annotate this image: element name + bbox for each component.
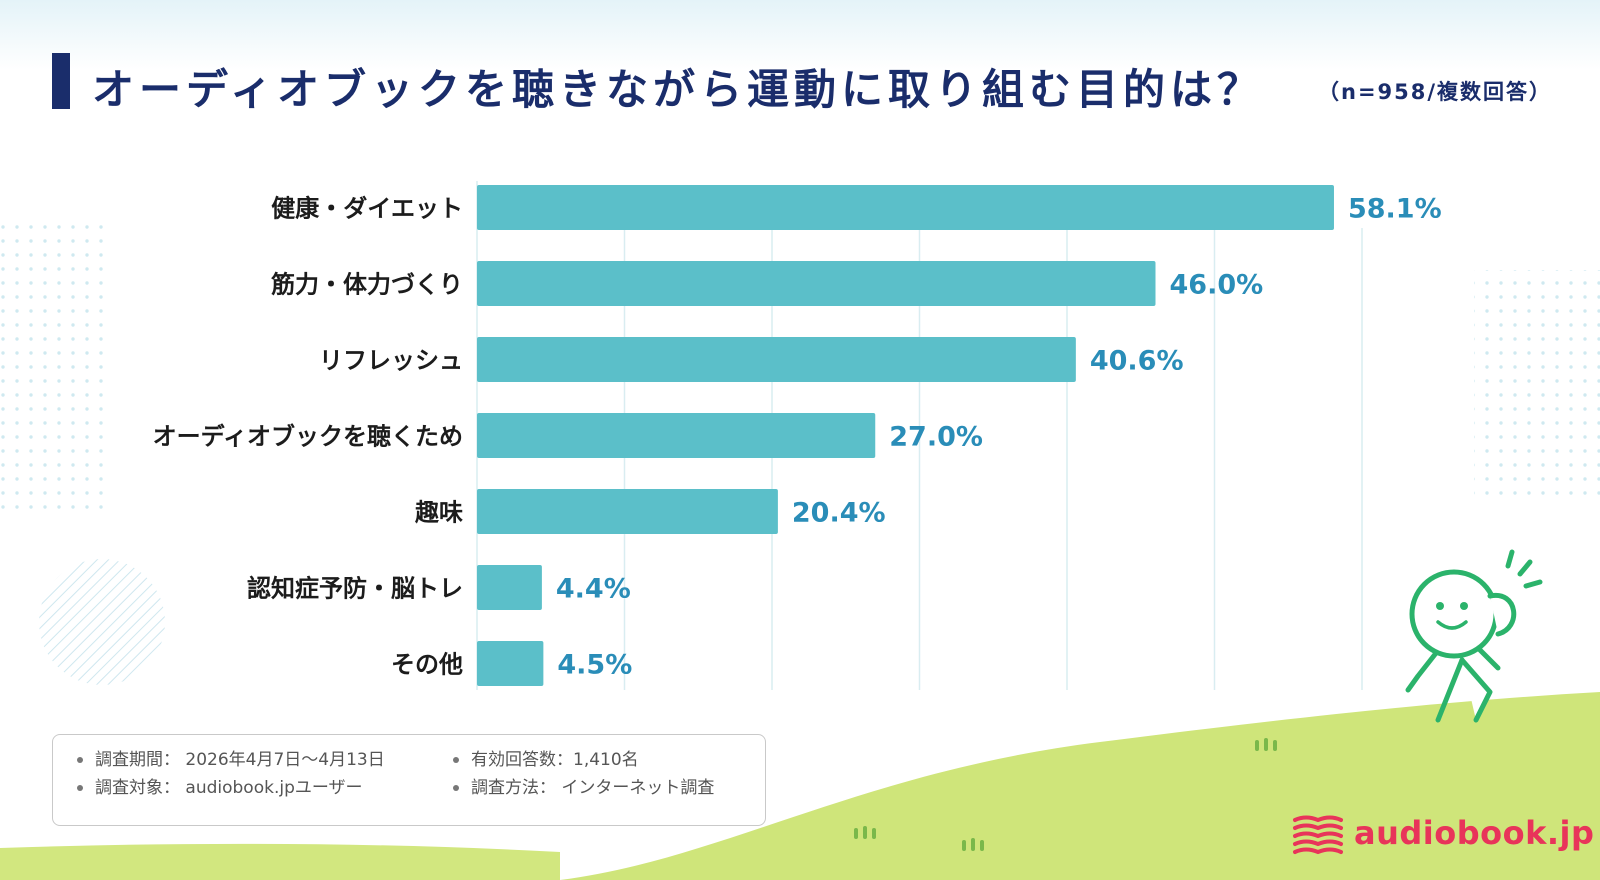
note-target-text: 調査対象： audiobook.jpユーザー xyxy=(95,778,363,798)
bar xyxy=(477,565,542,610)
bar xyxy=(477,413,876,458)
page-title: オーディオブックを聴きながら運動に取り組む目的は？ xyxy=(92,65,1265,114)
note-target: 調査対象： audiobook.jpユーザー xyxy=(77,773,363,798)
value-label: 46.0% xyxy=(1170,270,1264,301)
title-accent-bar xyxy=(52,53,70,109)
sample-size-note: （n=958/複数回答） xyxy=(1318,80,1553,104)
value-label: 58.1% xyxy=(1348,194,1442,225)
value-label: 4.5% xyxy=(557,650,632,681)
bar xyxy=(477,261,1156,306)
category-label: リフレッシュ xyxy=(319,347,463,375)
mascot-icon xyxy=(1405,549,1543,723)
value-label: 4.4% xyxy=(556,574,631,605)
category-label: 趣味 xyxy=(414,499,463,527)
bullet-icon xyxy=(453,757,459,763)
note-method-text: 調査方法： インターネット調査 xyxy=(471,778,715,798)
value-label: 20.4% xyxy=(792,498,886,529)
book-logo-icon xyxy=(1293,815,1343,855)
bullet-icon xyxy=(77,785,83,791)
survey-notes-box: 調査期間： 2026年4月7日〜4月13日 調査対象： audiobook.jp… xyxy=(52,734,766,826)
category-label: 筋力・体力づくり xyxy=(270,271,463,299)
category-label: 認知症予防・脳トレ xyxy=(247,575,463,603)
value-label: 40.6% xyxy=(1090,346,1184,377)
note-responses: 有効回答数：1,410名 xyxy=(453,745,639,770)
bar xyxy=(477,337,1076,382)
bar xyxy=(477,641,544,686)
value-label: 27.0% xyxy=(889,422,983,453)
category-label: 健康・ダイエット xyxy=(271,195,463,223)
note-responses-text: 有効回答数：1,410名 xyxy=(471,750,639,770)
note-period-text: 調査期間： 2026年4月7日〜4月13日 xyxy=(95,750,385,770)
bar xyxy=(477,489,778,534)
category-label: オーディオブックを聴くため xyxy=(153,423,463,451)
category-label: その他 xyxy=(391,651,463,679)
bullet-icon xyxy=(77,757,83,763)
brand-name: audiobook.jp xyxy=(1354,814,1595,852)
bullet-icon xyxy=(453,785,459,791)
note-period: 調査期間： 2026年4月7日〜4月13日 xyxy=(77,745,385,770)
note-method: 調査方法： インターネット調査 xyxy=(453,773,714,798)
bar xyxy=(477,185,1334,230)
